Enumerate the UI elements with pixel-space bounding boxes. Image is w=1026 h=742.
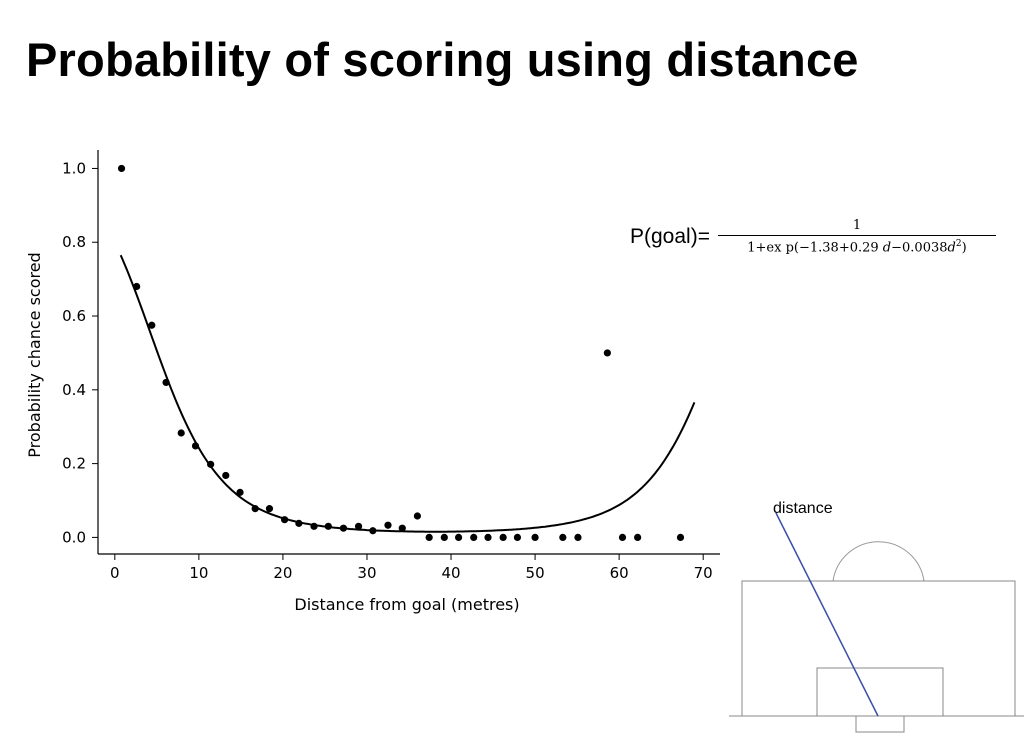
data-point [236,488,244,496]
data-point [440,533,448,541]
data-point [531,533,539,541]
data-point [162,378,170,387]
x-axis-label: Distance from goal (metres) [294,595,519,614]
chart-axes [97,150,720,555]
data-point [251,505,259,513]
denominator-var-d2: d [947,240,956,256]
fraction-bar [717,235,996,236]
data-point [454,533,463,541]
data-point [499,533,507,541]
data-point [425,533,433,541]
x-tick-label: 30 [357,564,376,582]
data-point [398,524,406,532]
data-point [265,505,274,513]
y-tick-label: 0.2 [62,455,86,473]
denominator-mid: −0.0038 [891,240,948,256]
denominator-suffix: ) [961,240,967,256]
data-point [676,533,685,541]
data-point [191,442,200,450]
fit-curve [119,254,696,533]
data-point [513,533,522,541]
data-point [133,282,141,291]
x-tick-label: 10 [189,564,208,582]
x-tick-label: 40 [441,564,460,582]
goal [855,715,905,733]
data-point [470,533,478,541]
formula-lhs: P(goal)= [630,224,710,248]
data-point [207,460,215,468]
six-yard-box [816,667,944,717]
penalty-area [741,580,1016,717]
denominator-var-d: d [882,240,892,256]
data-point [310,522,318,530]
distance-label: distance [773,500,833,517]
formula-denominator: 1+ex p(−1.38+0.29 d−0.0038d2) [747,236,966,255]
x-tick-label: 20 [273,564,292,582]
x-tick-label: 50 [526,564,545,582]
data-point [618,533,627,541]
data-point [324,522,332,530]
data-point [559,533,567,541]
data-point [574,533,582,541]
y-tick-label: 1.0 [62,159,86,177]
x-tick-label: 0 [110,564,120,582]
fit-curve-group [119,254,696,533]
slide-title: Probability of scoring using distance [26,33,859,86]
data-point [148,321,156,329]
data-point [177,429,185,437]
distance-line [775,512,879,717]
data-point [295,519,303,527]
data-point [339,524,348,532]
y-tick-label: 0.4 [62,381,86,399]
y-tick-label: 0.8 [62,233,86,251]
chart-ticks: 0 10 20 30 40 50 60 70 0.0 0.2 0.4 0.6 0.8 1.0 [62,159,713,582]
data-point [634,533,642,541]
data-point [484,533,492,541]
x-tick-label: 60 [610,564,629,582]
probability-formula: P(goal)= 1 1+ex p(−1.38+0.29 d−0.0038d2) [630,218,996,255]
y-tick-label: 0.6 [62,307,86,325]
data-point [369,527,377,535]
formula-fraction: 1 1+ex p(−1.38+0.29 d−0.0038d2) [717,218,996,255]
data-point [384,521,392,529]
data-points-group [117,164,685,541]
denominator-prefix: 1+ex p(−1.38+0.29 [747,240,883,256]
formula-numerator: 1 [852,218,862,233]
y-tick-label: 0.0 [62,528,86,546]
y-axis-label: Probability chance scored [25,252,44,457]
data-point [117,164,126,173]
penalty-arc [832,541,925,582]
data-point [603,349,611,357]
x-tick-label: 70 [694,564,713,582]
data-point [281,516,289,524]
data-point [413,512,422,520]
denominator-exponent: 2 [955,239,962,249]
data-point [222,471,230,480]
data-point [354,522,363,530]
